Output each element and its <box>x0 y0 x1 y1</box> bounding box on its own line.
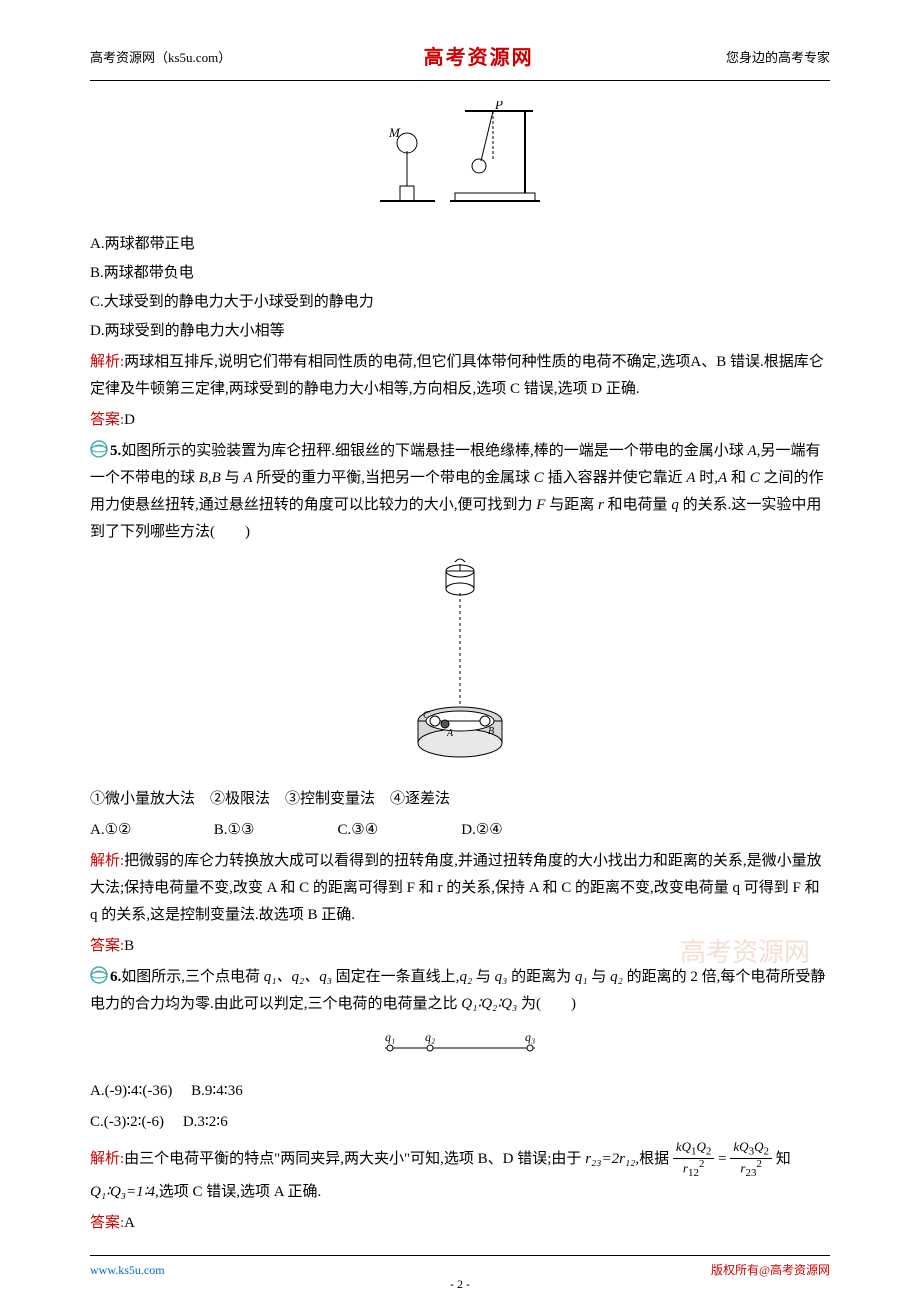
q4-analysis-text: 两球相互排斥,说明它们带有相同性质的电荷,但它们具体带何种性质的电荷不确定,选项… <box>90 354 824 397</box>
answer-label: 答案: <box>90 938 124 954</box>
pendulum-diagram-icon: M P <box>375 101 545 211</box>
q6-options-row1: A.(-9)∶4∶(-36) B.9∶4∶36 <box>90 1078 830 1105</box>
analysis-label: 解析: <box>90 853 124 869</box>
answer-label: 答案: <box>90 1215 124 1231</box>
header-right: 您身边的高考专家 <box>726 46 830 69</box>
q6-stem: 6.如图所示,三个点电荷 q₁、q₂、q₃ 固定在一条直线上,q₂ 与 q₃ 的… <box>90 964 830 1018</box>
q6-option-a: A.(-9)∶4∶(-36) <box>90 1083 172 1099</box>
svg-text:q₁: q₁ <box>385 1030 395 1044</box>
q5-option-b: B.①③ <box>214 817 334 844</box>
q4-option-a: A.两球都带正电 <box>90 231 830 258</box>
q5-option-c: C.③④ <box>338 817 458 844</box>
three-charges-line-icon: q₁ q₂ q₃ <box>370 1028 550 1058</box>
q5-figure: C A B <box>90 556 830 776</box>
q5-number: 5. <box>110 443 121 459</box>
q5-answer-value: B <box>124 938 134 954</box>
q5-options: A.①② B.①③ C.③④ D.②④ <box>90 817 830 844</box>
svg-text:M: M <box>388 125 401 140</box>
globe-bullet-icon <box>90 966 108 984</box>
fraction-right: kQ3Q2r232 <box>730 1140 772 1179</box>
svg-text:q₂: q₂ <box>425 1030 435 1044</box>
q4-option-b: B.两球都带负电 <box>90 260 830 287</box>
footer-page-number: - 2 - <box>450 1274 470 1296</box>
q6-option-b: B.9∶4∶36 <box>191 1083 243 1099</box>
q6-option-c: C.(-3)∶2∶(-6) <box>90 1114 164 1130</box>
svg-text:q₃: q₃ <box>525 1030 535 1044</box>
analysis-label: 解析: <box>90 354 124 370</box>
q6-analysis: 解析:由三个电荷平衡的特点"两同夹异,两大夹小"可知,选项 B、D 错误;由于 … <box>90 1140 830 1206</box>
q4-option-c: C.大球受到的静电力大于小球受到的静电力 <box>90 289 830 316</box>
q5-option-d: D.②④ <box>461 817 581 844</box>
page-header: 高考资源网（ks5u.com） 高考资源网 您身边的高考专家 <box>90 40 830 81</box>
q5-analysis-text: 把微弱的库仑力转换放大成可以看得到的扭转角度,并通过扭转角度的大小找出力和距离的… <box>90 853 822 923</box>
header-left: 高考资源网（ks5u.com） <box>90 46 231 69</box>
q6-answer: 答案:A <box>90 1210 830 1237</box>
answer-label: 答案: <box>90 412 124 428</box>
svg-text:B: B <box>488 726 494 737</box>
q4-option-d: D.两球受到的静电力大小相等 <box>90 318 830 345</box>
q4-analysis: 解析:两球相互排斥,说明它们带有相同性质的电荷,但它们具体带何种性质的电荷不确定… <box>90 349 830 403</box>
q6-option-d: D.3∶2∶6 <box>183 1114 228 1130</box>
q6-answer-value: A <box>124 1215 135 1231</box>
q5-option-a: A.①② <box>90 817 210 844</box>
q5-methods: ①微小量放大法 ②极限法 ③控制变量法 ④逐差法 <box>90 786 830 813</box>
q4-figure: M P <box>90 101 830 221</box>
q6-options-row2: C.(-3)∶2∶(-6) D.3∶2∶6 <box>90 1109 830 1136</box>
svg-text:A: A <box>446 728 454 739</box>
q4-answer-value: D <box>124 412 135 428</box>
q6-figure: q₁ q₂ q₃ <box>90 1028 830 1068</box>
footer-link[interactable]: www.ks5u.com <box>90 1260 165 1282</box>
q5-answer: 答案:B <box>90 933 830 960</box>
svg-text:P: P <box>494 101 503 112</box>
page-footer: www.ks5u.com - 2 - 版权所有@高考资源网 <box>90 1255 830 1282</box>
q6-number: 6. <box>110 969 121 985</box>
q4-answer: 答案:D <box>90 407 830 434</box>
header-center-logo: 高考资源网 <box>424 40 534 76</box>
fraction-left: kQ1Q2r122 <box>673 1140 715 1179</box>
torsion-balance-icon: C A B <box>405 556 515 766</box>
q5-stem: 5.如图所示的实验装置为库仑扭秤.细银丝的下端悬挂一根绝缘棒,棒的一端是一个带电… <box>90 438 830 546</box>
globe-bullet-icon <box>90 440 108 458</box>
footer-copyright: 版权所有@高考资源网 <box>711 1260 830 1282</box>
svg-text:C: C <box>423 710 430 721</box>
analysis-label: 解析: <box>90 1151 124 1167</box>
q5-analysis: 解析:把微弱的库仑力转换放大成可以看得到的扭转角度,并通过扭转角度的大小找出力和… <box>90 848 830 929</box>
